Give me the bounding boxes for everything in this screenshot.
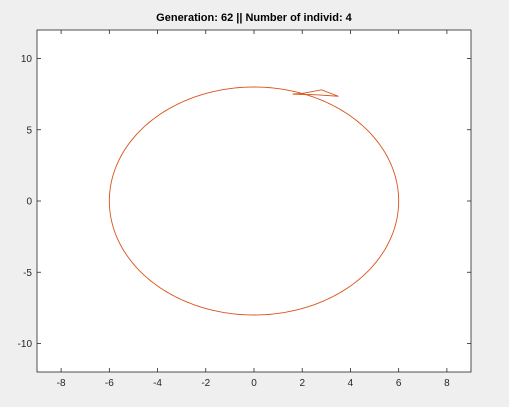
axes-background	[37, 30, 471, 372]
y-axis-ticks: -10 -5 0 5 10	[18, 54, 471, 350]
chart-marks	[108, 86, 400, 316]
chart-title: Generation: 62 || Number of individ: 4	[156, 12, 353, 24]
y-tick-label: 0	[26, 197, 32, 208]
series-line-0	[108, 86, 400, 316]
x-tick-label: 4	[348, 378, 354, 389]
x-tick-label: 6	[396, 378, 402, 389]
x-tick-label: -4	[153, 378, 162, 389]
series-line-1	[292, 89, 339, 97]
x-tick-label: -2	[201, 378, 210, 389]
x-tick-label: 2	[299, 378, 305, 389]
y-tick-label: 5	[26, 125, 32, 136]
y-tick-label: -5	[23, 268, 32, 279]
x-tick-label: 8	[444, 378, 450, 389]
y-tick-label: 10	[21, 54, 33, 65]
x-tick-label: -6	[105, 378, 114, 389]
y-tick-label: -10	[18, 339, 33, 350]
x-tick-label: -8	[57, 378, 66, 389]
x-tick-label: 0	[251, 378, 257, 389]
x-axis-ticks: -8 -6 -4 -2 0 2 4 6 8	[57, 30, 450, 389]
